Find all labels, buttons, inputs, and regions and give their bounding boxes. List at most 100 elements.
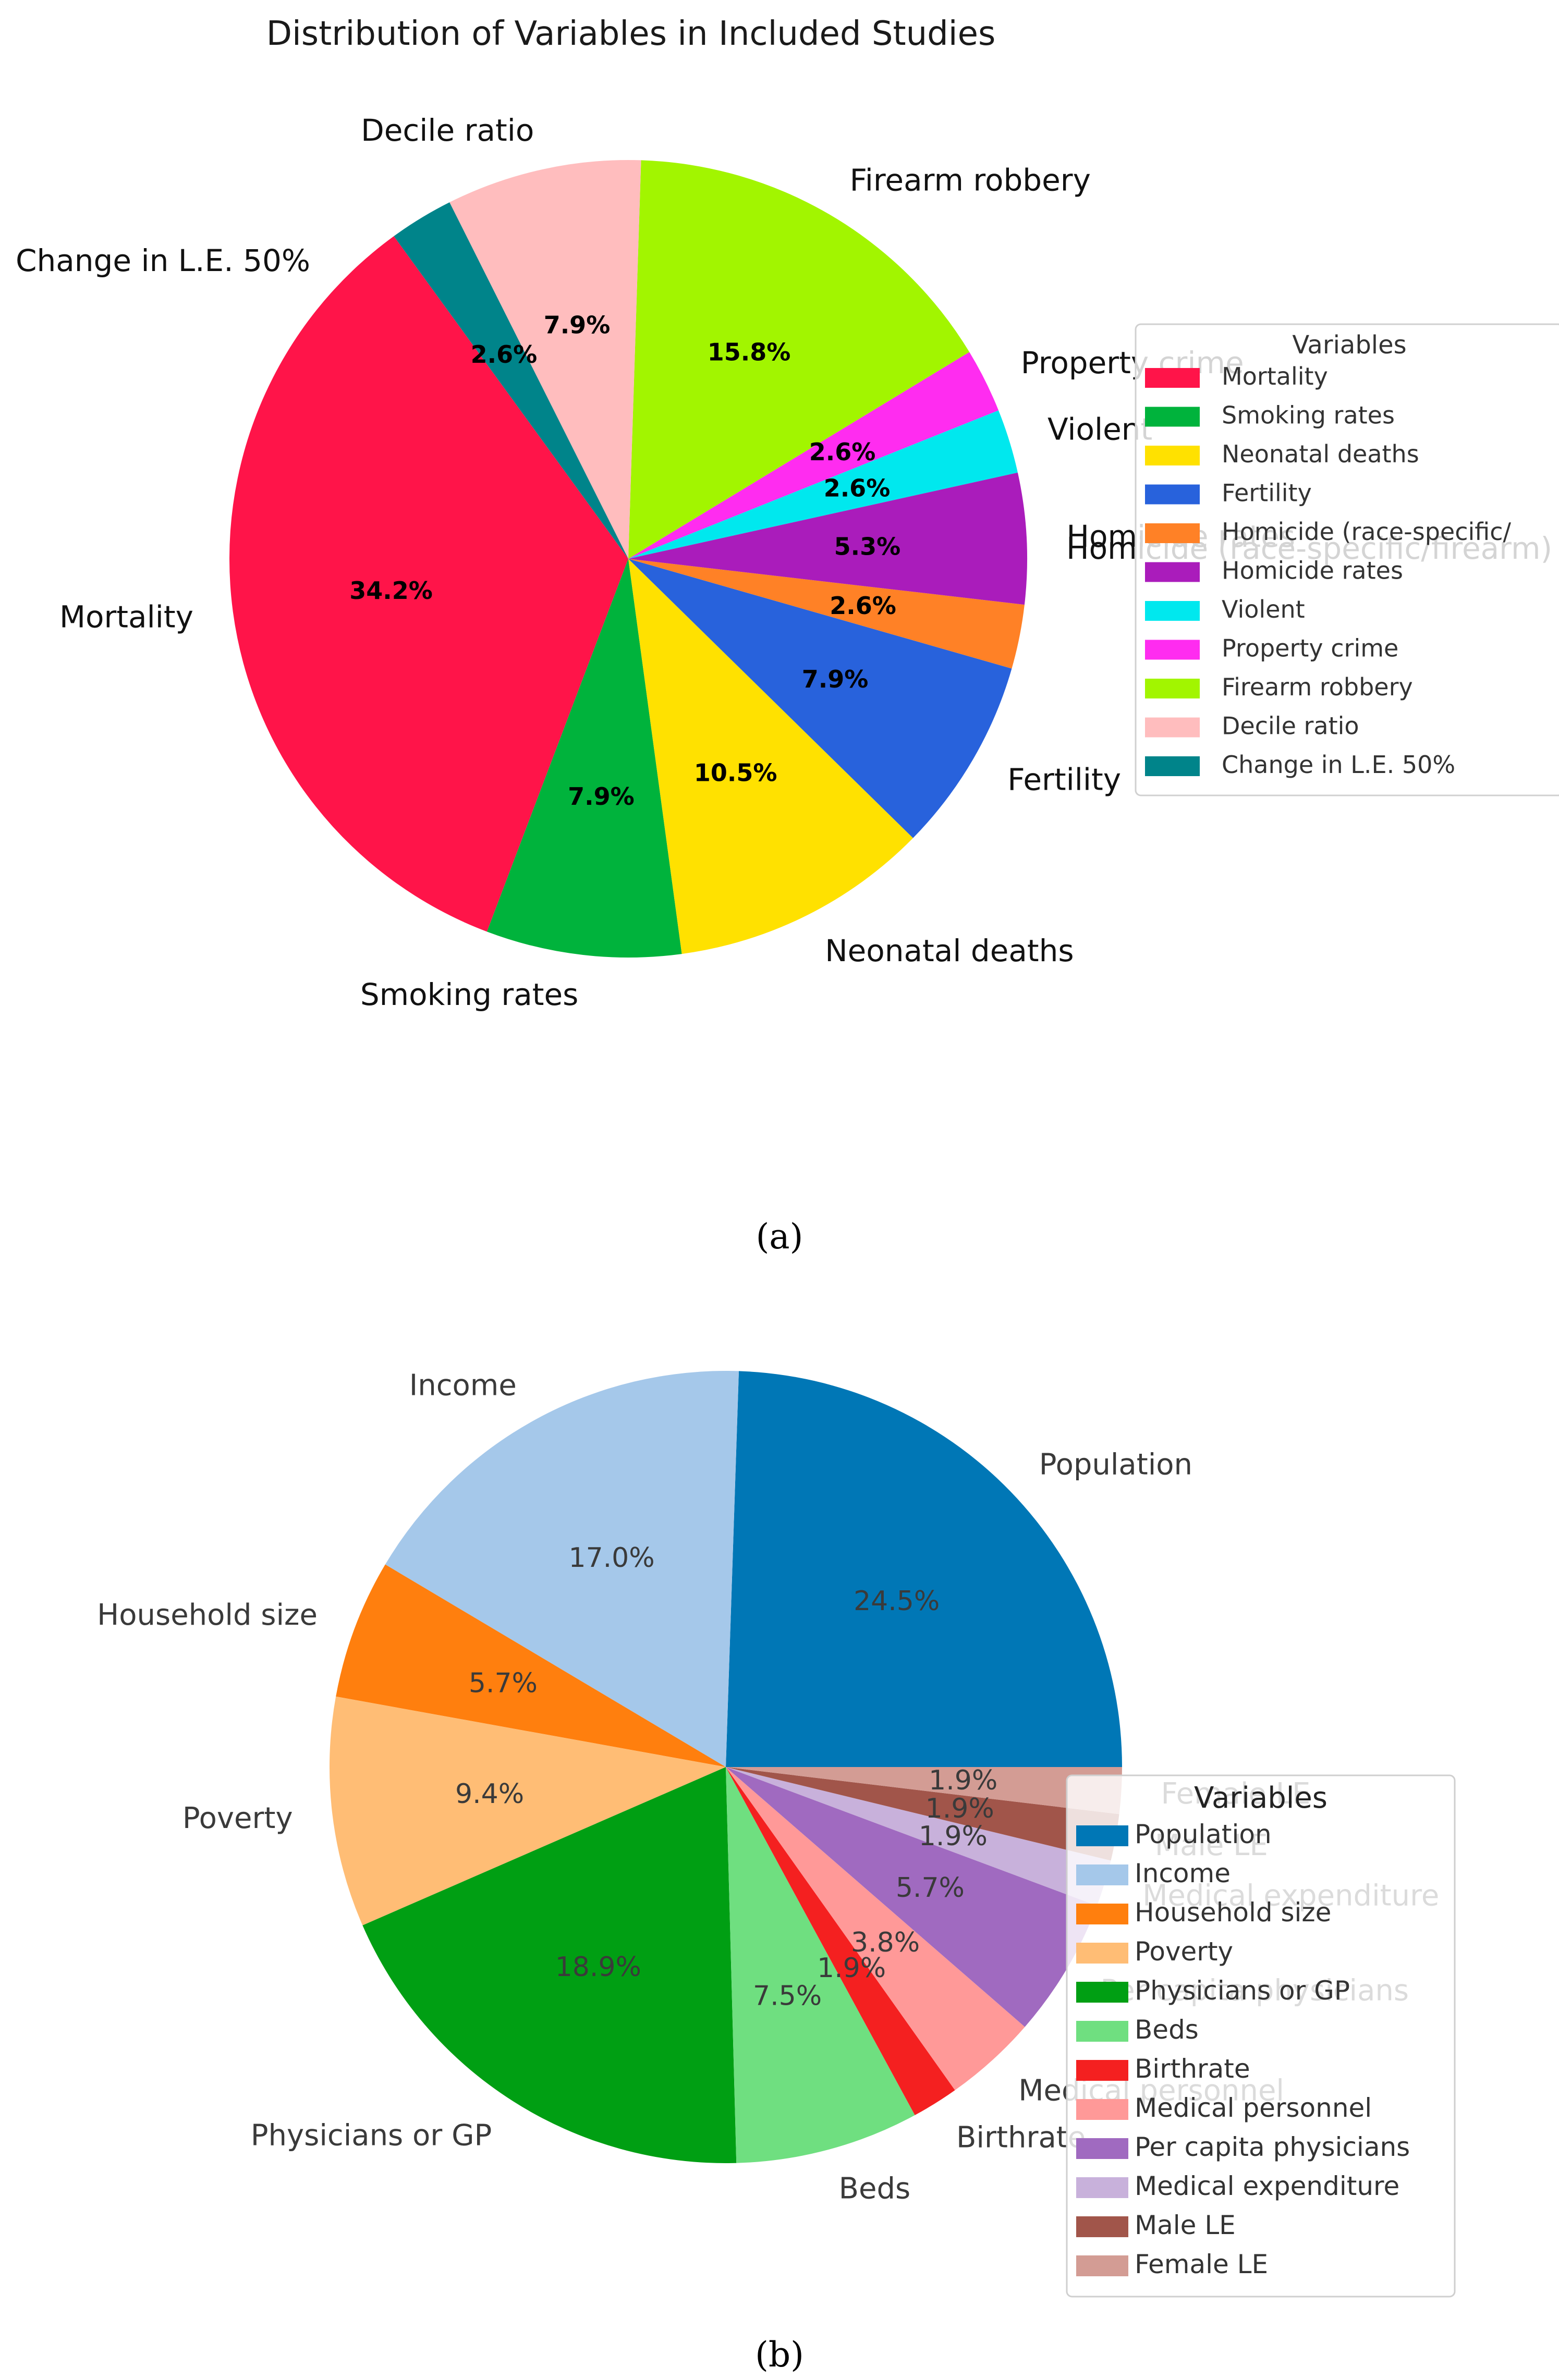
slice-label-birthrate: Birthrate xyxy=(956,2121,1086,2155)
legend-frame xyxy=(1066,1774,1456,2298)
legend-label-smoking-rates: Smoking rates xyxy=(1222,401,1395,430)
slice-mortality xyxy=(229,236,629,932)
legend-label-firearm-robbery: Firearm robbery xyxy=(1222,673,1413,701)
legend-frame xyxy=(1135,323,1559,796)
slice-label-beds: Beds xyxy=(839,2172,911,2206)
slice-change-in-l-e-50 xyxy=(394,202,628,559)
legend-swatch-homicide-race-specific xyxy=(1145,523,1200,543)
caption-a: (a) xyxy=(756,1217,803,1257)
slice-violent xyxy=(628,410,1018,559)
legend-swatch-medical-personnel xyxy=(1076,2099,1128,2120)
legend-label-medical-personnel: Medical personnel xyxy=(1135,2093,1372,2123)
legend-label-male-le: Male LE xyxy=(1135,2210,1236,2240)
slice-firearm-robbery xyxy=(628,160,970,559)
pct-label-birthrate: 1.9% xyxy=(817,1953,886,1984)
legend-label-homicide-race-specific: Homicide (race-specific/ xyxy=(1222,518,1512,546)
legend-swatch-household-size xyxy=(1076,1904,1128,1924)
slice-label-fertility: Fertility xyxy=(1007,762,1121,798)
legend-label-change-in-l-e-50: Change in L.E. 50% xyxy=(1222,751,1455,779)
pct-label-mortality: 34.2% xyxy=(349,576,433,605)
legend-label-fertility: Fertility xyxy=(1222,479,1312,507)
legend-swatch-homicide-rates xyxy=(1145,562,1200,582)
slice-label-mortality: Mortality xyxy=(59,599,193,635)
legend-swatch-income xyxy=(1076,1864,1128,1885)
pct-label-homicide-rates: 5.3% xyxy=(834,533,901,561)
legend-title: Variables xyxy=(1292,330,1406,360)
legend-label-physicians-or-gp: Physicians or GP xyxy=(1135,1976,1350,2006)
slice-neonatal-deaths xyxy=(628,559,914,954)
legend-label-poverty: Poverty xyxy=(1135,1936,1233,1967)
pct-label-neonatal-deaths: 10.5% xyxy=(694,758,777,787)
legend-swatch-fertility xyxy=(1145,484,1200,505)
pct-label-smoking-rates: 7.9% xyxy=(568,782,635,811)
legend-swatch-female-le xyxy=(1076,2255,1128,2276)
legend-swatch-male-le xyxy=(1076,2216,1128,2237)
chart-a-title: Distribution of Variables in Included St… xyxy=(266,15,996,53)
legend-label-per-capita-physicians: Per capita physicians xyxy=(1135,2132,1410,2162)
slice-medical-personnel xyxy=(726,1767,1025,2090)
pct-label-homicide-race-specific: 2.6% xyxy=(830,592,896,620)
slice-label-household-size: Household size xyxy=(97,1598,318,1632)
slice-label-poverty: Poverty xyxy=(182,1801,293,1835)
pct-label-firearm-robbery: 15.8% xyxy=(708,338,791,366)
slice-population xyxy=(726,1371,1122,1767)
slice-label-smoking-rates: Smoking rates xyxy=(360,977,579,1012)
slice-label-income: Income xyxy=(409,1369,517,1403)
pct-label-per-capita-physicians: 5.7% xyxy=(896,1872,965,1904)
slice-per-capita-physicians xyxy=(726,1767,1097,2027)
legend-swatch-violent xyxy=(1145,601,1200,621)
legend-swatch-smoking-rates xyxy=(1145,407,1200,427)
pct-label-decile-ratio: 7.9% xyxy=(544,311,611,339)
slice-label-neonatal-deaths: Neonatal deaths xyxy=(825,933,1074,968)
slice-female-le xyxy=(726,1767,1122,1814)
caption-b: (b) xyxy=(755,2335,804,2375)
legend-swatch-per-capita-physicians xyxy=(1076,2138,1128,2159)
legend-label-birthrate: Birthrate xyxy=(1135,2054,1250,2084)
slice-birthrate xyxy=(726,1767,955,2115)
legend-swatch-birthrate xyxy=(1076,2060,1128,2081)
slice-physicians-or-gp xyxy=(362,1767,737,2164)
pct-label-physicians-or-gp: 18.9% xyxy=(555,1952,641,1983)
legend-title: Variables xyxy=(1194,1781,1327,1815)
slice-homicide-rates xyxy=(628,472,1028,605)
pie-b: 24.5%17.0%5.7%9.4%18.9%7.5%1.9%3.8%5.7%1… xyxy=(97,1369,1439,2206)
legend-swatch-medical-expenditure xyxy=(1076,2177,1128,2198)
legend-swatch-mortality xyxy=(1145,368,1200,388)
legend-label-female-le: Female LE xyxy=(1135,2249,1268,2279)
legend-label-population: Population xyxy=(1135,1819,1272,1849)
legend-label-income: Income xyxy=(1135,1858,1231,1888)
pct-label-medical-personnel: 3.8% xyxy=(851,1927,920,1958)
legend-label-beds: Beds xyxy=(1135,2015,1199,2045)
slice-smoking-rates xyxy=(486,559,682,958)
slice-label-change-in-l-e-50: Change in L.E. 50% xyxy=(16,243,310,278)
legend-label-property-crime: Property crime xyxy=(1222,634,1398,663)
legend-label-medical-expenditure: Medical expenditure xyxy=(1135,2171,1399,2201)
slice-male-le xyxy=(726,1767,1119,1861)
legend-label-household-size: Household size xyxy=(1135,1897,1331,1928)
legend-swatch-population xyxy=(1076,1825,1128,1846)
legend-label-decile-ratio: Decile ratio xyxy=(1222,712,1359,740)
legend-swatch-property-crime xyxy=(1145,640,1200,660)
slice-label-firearm-robbery: Firearm robbery xyxy=(850,163,1091,198)
legend-b: Variables Population Income Household size P… xyxy=(1066,1774,1456,2298)
pct-label-medical-expenditure: 1.9% xyxy=(919,1821,988,1852)
legend-label-mortality: Mortality xyxy=(1222,362,1328,390)
pct-label-female-le: 1.9% xyxy=(929,1765,997,1796)
pct-label-fertility: 7.9% xyxy=(802,665,869,693)
slice-label-decile-ratio: Decile ratio xyxy=(361,113,534,148)
slice-household-size xyxy=(336,1564,726,1767)
slice-poverty xyxy=(330,1696,726,1925)
pct-label-income: 17.0% xyxy=(568,1542,654,1574)
legend-swatch-neonatal-deaths xyxy=(1145,446,1200,465)
legend-label-homicide-rates: Homicide rates xyxy=(1222,557,1403,585)
slice-beds xyxy=(726,1767,915,2163)
pct-label-beds: 7.5% xyxy=(753,1980,822,2011)
pct-label-violent: 2.6% xyxy=(824,474,891,502)
legend-swatch-firearm-robbery xyxy=(1145,679,1200,698)
pct-label-population: 24.5% xyxy=(854,1586,940,1617)
slice-medical-expenditure xyxy=(726,1767,1111,1906)
legend-swatch-decile-ratio xyxy=(1145,717,1200,738)
legend-swatch-poverty xyxy=(1076,1943,1128,1964)
